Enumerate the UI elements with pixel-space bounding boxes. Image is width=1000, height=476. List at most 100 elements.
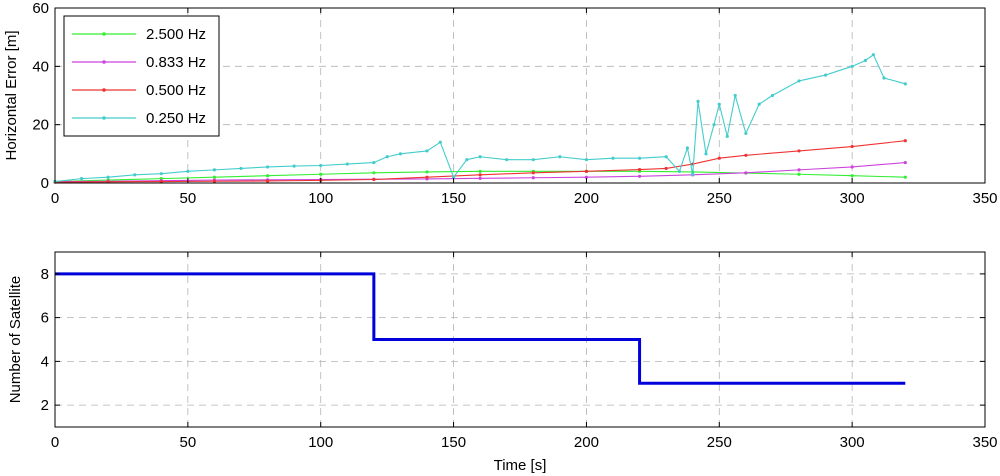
- x-tick-label-250: 250: [707, 434, 732, 451]
- y-tick-label-40: 40: [32, 58, 49, 75]
- data-point-0-250-hz-45: [903, 82, 907, 86]
- legend-label-2-500-hz: 2.500 Hz: [146, 26, 206, 43]
- data-point-0-500-hz-15: [744, 153, 748, 157]
- data-point-2-500-hz-3: [212, 175, 217, 179]
- data-point-0-833-hz-13: [744, 171, 748, 175]
- data-point-0-250-hz-43: [871, 53, 876, 57]
- axes-frame: [54, 7, 986, 184]
- x-tick-label-100: 100: [308, 190, 333, 207]
- x-tick-label-200: 200: [574, 434, 599, 451]
- data-point-2-500-hz-7: [425, 170, 429, 174]
- data-point-0-250-hz-37: [757, 102, 761, 106]
- data-point-0-250-hz-3: [133, 173, 137, 177]
- data-point-0-250-hz-7: [239, 166, 243, 171]
- data-point-0-250-hz-32: [712, 123, 716, 127]
- data-point-0-250-hz-13: [385, 155, 389, 159]
- data-point-2-500-hz-15: [850, 174, 854, 178]
- data-point-0-250-hz-15: [425, 149, 429, 153]
- legend: 2.500 Hz 0.833 Hz 0.500 Hz 0.250 Hz: [63, 15, 220, 137]
- x-tick-label-250: 250: [707, 190, 732, 207]
- data-point-0-250-hz-2: [106, 175, 110, 179]
- data-point-0-250-hz-19: [478, 155, 482, 159]
- data-point-0-250-hz-28: [685, 146, 690, 150]
- x-tick-label-50: 50: [180, 434, 197, 451]
- data-point-0-250-hz-42: [863, 58, 868, 63]
- legend-label-0-500-hz: 0.500 Hz: [146, 82, 206, 99]
- data-point-0-500-hz-14: [717, 156, 721, 160]
- data-point-2-500-hz-4: [265, 174, 270, 178]
- data-point-2-500-hz-16: [903, 175, 907, 179]
- data-point-2-500-hz-14: [797, 172, 801, 176]
- y-axis-label: Horizontal Error [m]: [3, 30, 20, 160]
- data-point-0-500-hz-2: [159, 179, 163, 184]
- data-point-0-833-hz-15: [850, 165, 854, 169]
- legend-marker-0-833-hz: [102, 60, 106, 64]
- y-tick-label-2: 2: [41, 397, 49, 414]
- x-tick-label-300: 300: [840, 434, 865, 451]
- data-point-0-250-hz-5: [186, 169, 190, 173]
- data-point-0-250-hz-35: [733, 93, 737, 98]
- y-tick-label-60: 60: [32, 0, 49, 17]
- data-point-0-250-hz-44: [882, 76, 886, 80]
- data-point-0-500-hz-18: [903, 139, 907, 143]
- series-line-satellites: [55, 272, 906, 385]
- series-line-0-250-hz: [54, 53, 906, 183]
- data-point-0-250-hz-17: [451, 175, 456, 179]
- data-point-0-250-hz-20: [505, 158, 509, 162]
- data-point-2-500-hz-8: [478, 169, 482, 173]
- data-point-0-833-hz-9: [531, 176, 535, 180]
- x-tick-label-200: 200: [574, 190, 599, 207]
- data-point-0-250-hz-25: [637, 156, 642, 160]
- x-tick-label-350: 350: [972, 190, 997, 207]
- x-tick-label-50: 50: [180, 190, 197, 207]
- x-tick-label-150: 150: [441, 190, 466, 207]
- data-point-0-250-hz-22: [558, 155, 562, 159]
- data-point-0-250-hz-21: [531, 158, 535, 162]
- data-point-0-250-hz-36: [744, 131, 748, 136]
- data-point-0-250-hz-4: [159, 172, 163, 176]
- data-point-0-833-hz-16: [903, 160, 907, 165]
- y-axis-label: Number of Satellite: [7, 276, 24, 404]
- legend-label-0-250-hz: 0.250 Hz: [146, 110, 206, 127]
- data-point-0-250-hz-30: [696, 99, 700, 103]
- legend-marker-0-250-hz: [102, 116, 106, 120]
- data-point-2-500-hz-5: [319, 172, 323, 176]
- data-point-0-250-hz-41: [850, 64, 854, 68]
- top-plot-horizontal-error: 0 50 100 150 200 250 300 350 0 20 40 60 Horizontal E…: [3, 0, 998, 207]
- y-tick-label-8: 8: [41, 266, 49, 283]
- data-point-0-250-hz-29: [691, 172, 695, 176]
- bottom-plot-number-of-satellite: 0 50 100 150 200 250 300 350 2 4 6 8 Number of Satel…: [7, 251, 998, 474]
- data-point-0-250-hz-16: [438, 140, 442, 144]
- y-tick-label-4: 4: [41, 353, 49, 370]
- data-point-0-500-hz-12: [664, 166, 668, 171]
- data-point-0-250-hz-33: [717, 102, 721, 106]
- legend-box: [63, 15, 220, 137]
- data-point-0-250-hz-39: [797, 79, 801, 83]
- data-point-0-250-hz-18: [465, 158, 469, 162]
- data-point-0-250-hz-14: [398, 152, 403, 156]
- x-tick-label-0: 0: [51, 434, 59, 451]
- data-point-0-833-hz-11: [637, 174, 642, 178]
- data-point-0-500-hz-7: [425, 175, 429, 179]
- data-point-0-500-hz-4: [265, 179, 270, 183]
- data-point-0-250-hz-6: [212, 168, 217, 172]
- y-tick-label-6: 6: [41, 310, 49, 327]
- data-point-0-250-hz-12: [372, 160, 376, 165]
- data-point-0-500-hz-11: [637, 167, 642, 172]
- data-point-0-250-hz-8: [265, 165, 270, 169]
- legend-marker-2-500-hz: [102, 32, 106, 36]
- data-point-0-500-hz-17: [850, 144, 854, 149]
- data-point-0-500-hz-10: [584, 169, 589, 173]
- data-point-0-500-hz-16: [797, 149, 801, 153]
- data-point-0-833-hz-10: [584, 175, 589, 179]
- x-tick-label-300: 300: [840, 190, 865, 207]
- data-point-0-500-hz-6: [372, 177, 376, 182]
- y-tick-label-20: 20: [32, 117, 49, 134]
- data-point-0-250-hz-11: [345, 162, 349, 166]
- x-tick-label-150: 150: [441, 434, 466, 451]
- data-point-0-500-hz-8: [478, 173, 482, 177]
- data-point-0-500-hz-3: [212, 179, 217, 183]
- data-point-0-250-hz-23: [584, 158, 589, 162]
- data-point-0-250-hz-9: [292, 164, 296, 168]
